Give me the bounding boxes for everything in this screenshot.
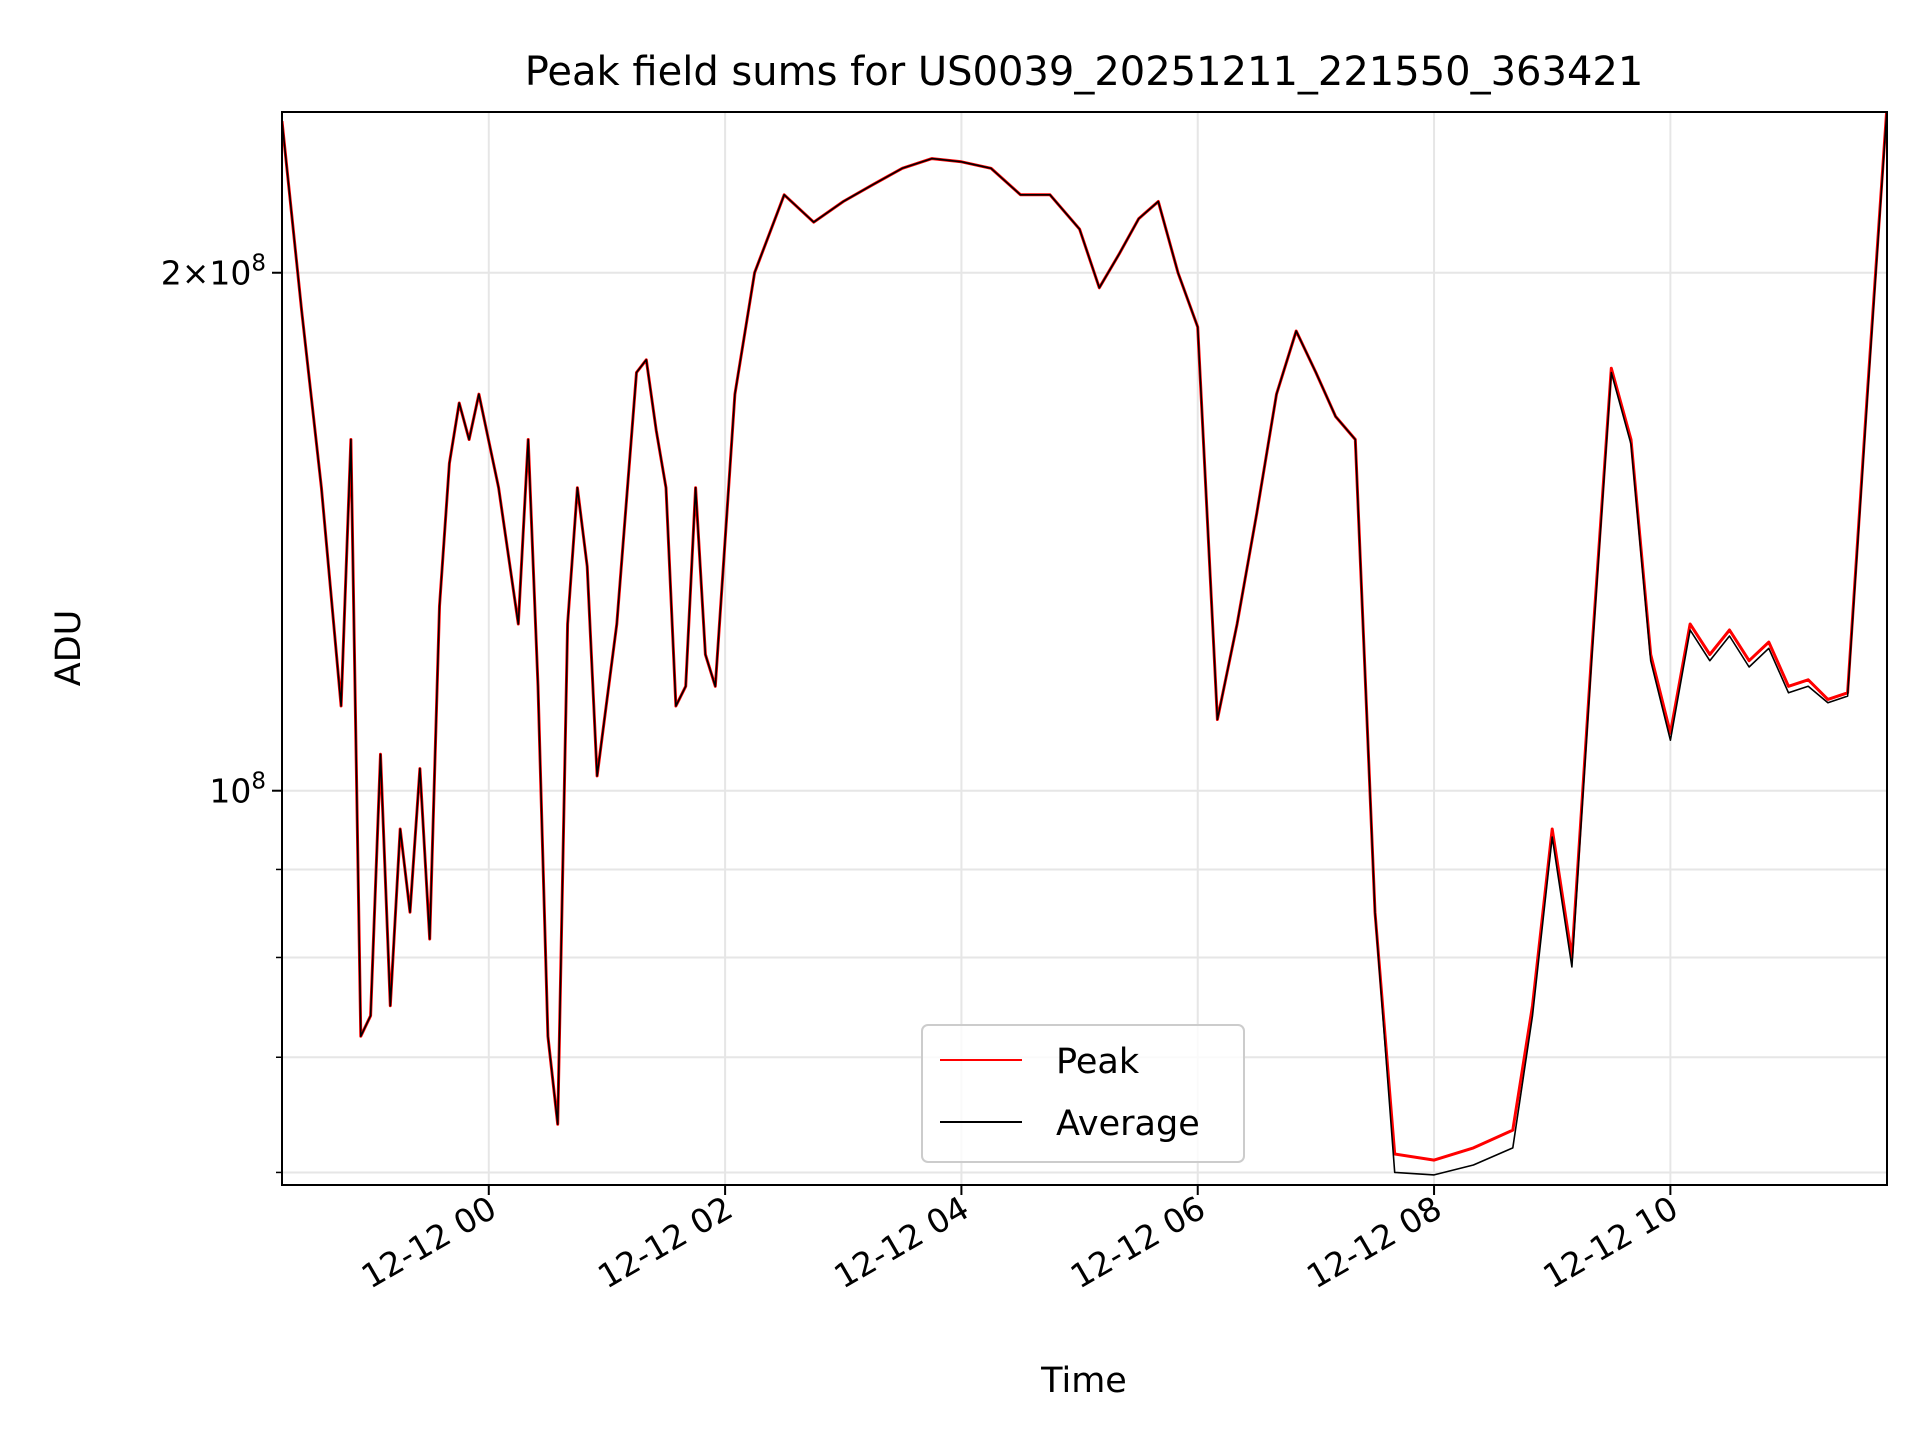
legend: Peak Average [921, 1024, 1245, 1163]
y-axis: 2×108 108 [161, 251, 282, 1174]
y-tick-label: 108 [209, 769, 266, 811]
x-axis-label: Time [1040, 1361, 1127, 1401]
legend-label-peak: Peak [1056, 1042, 1140, 1082]
series-line-average [282, 112, 1887, 1176]
y-axis-label: ADU [49, 610, 89, 687]
plot-frame [281, 111, 1888, 1186]
y-tick-label: 2×108 [161, 251, 266, 293]
series-layer [282, 112, 1887, 1176]
legend-label-average: Average [1056, 1104, 1200, 1144]
chart-title: Peak field sums for US0039_20251211_2215… [525, 49, 1644, 95]
